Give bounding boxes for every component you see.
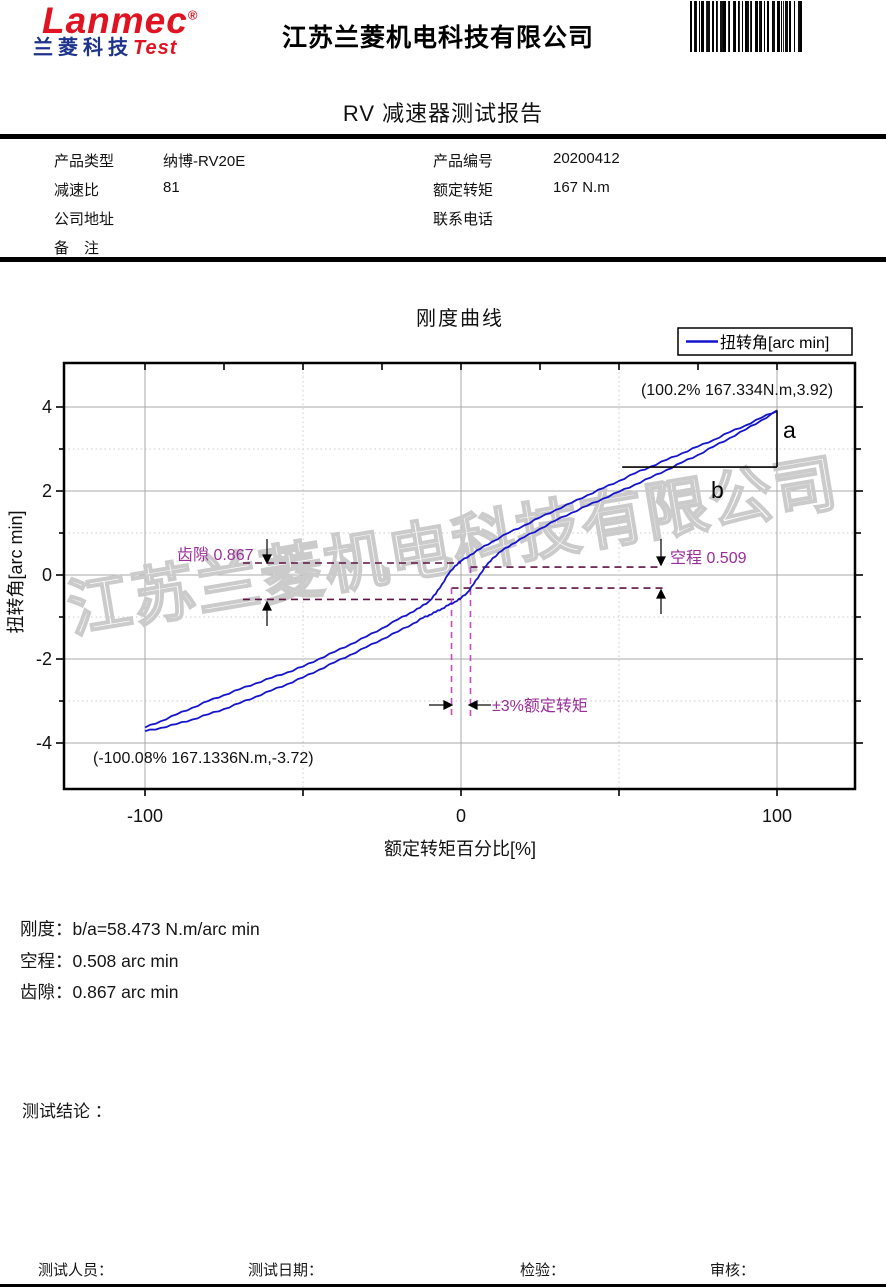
- field-value: 167 N.m: [553, 179, 610, 196]
- torque-band-left-arrow: [467, 700, 491, 710]
- footer-review-label: 审核：: [710, 1262, 756, 1279]
- chart-title: 刚度曲线: [416, 307, 504, 330]
- svg-text:0: 0: [42, 565, 52, 585]
- svg-text:100: 100: [762, 806, 792, 826]
- table-row: 公司地址 联系电话: [0, 208, 886, 230]
- table-row: 减速比 81 额定转矩 167 N.m: [0, 179, 886, 201]
- field-value: 纳博-RV20E: [163, 153, 246, 170]
- field-label: 公司地址: [54, 211, 115, 228]
- divider-top: [0, 134, 886, 139]
- field-value: 81: [163, 179, 180, 196]
- slope-triangle: [622, 410, 778, 468]
- backlash-up-arrow: [262, 600, 272, 626]
- svg-text:2: 2: [42, 481, 52, 501]
- lost-motion-result: 空程：0.508 arc min: [20, 951, 179, 971]
- registered-trademark-icon: ®: [187, 7, 199, 23]
- lost-motion-annotation: 空程 0.509: [670, 549, 747, 567]
- footer-date-label: 测试日期：: [248, 1262, 324, 1279]
- logo-subtitle: 兰菱科技Test: [33, 31, 177, 60]
- svg-text:-2: -2: [36, 649, 52, 669]
- max-point-annotation: (100.2% 167.334N.m,3.92): [641, 382, 833, 399]
- torque-band-annotation: ±3%额定转矩: [492, 697, 588, 715]
- stiffness-chart: 江苏兰菱机电科技有限公司 4 2 0 -2 -4 -100 0 100 扭转角[arc min…: [0, 290, 886, 870]
- svg-text:0: 0: [456, 806, 466, 826]
- field-value: 20200412: [553, 150, 620, 167]
- divider-table-bottom: [0, 257, 886, 262]
- svg-text:4: 4: [42, 397, 52, 417]
- table-row: 备 注: [0, 237, 886, 259]
- footer-tester-label: 测试人员：: [38, 1262, 114, 1279]
- footer-inspect-label: 检验：: [520, 1262, 566, 1279]
- field-label: 产品类型: [54, 153, 115, 170]
- barcode-icon: [690, 1, 802, 52]
- stiffness-result: 刚度：b/a=58.473 N.m/arc min: [20, 919, 260, 939]
- x-axis-label: 额定转矩百分比[%]: [384, 839, 536, 859]
- lost-motion-down-arrow: [656, 539, 666, 567]
- y-axis-label: 扭转角[arc min]: [6, 510, 26, 633]
- slope-b-label: b: [711, 477, 724, 503]
- lost-motion-up-arrow: [656, 588, 666, 614]
- svg-text:-100: -100: [127, 806, 163, 826]
- logo-wordmark: Lanmec: [42, 0, 188, 41]
- backlash-result: 齿隙：0.867 arc min: [20, 982, 179, 1002]
- legend-label: 扭转角[arc min]: [720, 334, 829, 352]
- field-label: 联系电话: [433, 211, 494, 228]
- chart-grid: [56, 363, 863, 796]
- torque-band-right-arrow: [429, 700, 454, 710]
- tick-labels: 4 2 0 -2 -4 -100 0 100: [36, 397, 792, 826]
- backlash-down-arrow: [262, 539, 272, 565]
- legend: 扭转角[arc min]: [677, 327, 853, 356]
- slope-a-label: a: [783, 417, 796, 443]
- annotation-dashed-lines: [242, 562, 667, 720]
- report-title: RV 减速器测试报告: [342, 101, 544, 126]
- logo-lanmec: Lanmec®: [42, 0, 198, 42]
- field-label: 额定转矩: [433, 182, 494, 199]
- annotation-arrows: [262, 539, 666, 710]
- company-name: 江苏兰菱机电科技有限公司: [282, 24, 595, 52]
- svg-text:-4: -4: [36, 733, 52, 753]
- min-point-annotation: (-100.08% 167.1336N.m,-3.72): [93, 750, 314, 767]
- divider-page-bottom: [0, 1284, 886, 1287]
- backlash-annotation: 齿隙 0.867: [177, 546, 254, 564]
- field-label: 备 注: [54, 240, 100, 257]
- plot-border: [62, 361, 857, 791]
- field-label: 产品编号: [433, 153, 494, 170]
- hysteresis-curve: [144, 409, 778, 733]
- logo-test: Test: [133, 37, 178, 59]
- table-row: 产品类型 纳博-RV20E 产品编号 20200412: [0, 150, 886, 172]
- chart-canvas: 江苏兰菱机电科技有限公司 420-2-4-100 0 100 扭转角[arc min…: [6, 307, 863, 859]
- field-label: 减速比: [54, 182, 100, 199]
- conclusion-label: 测试结论 ：: [22, 1102, 112, 1121]
- logo-cn: 兰菱科技: [33, 37, 133, 59]
